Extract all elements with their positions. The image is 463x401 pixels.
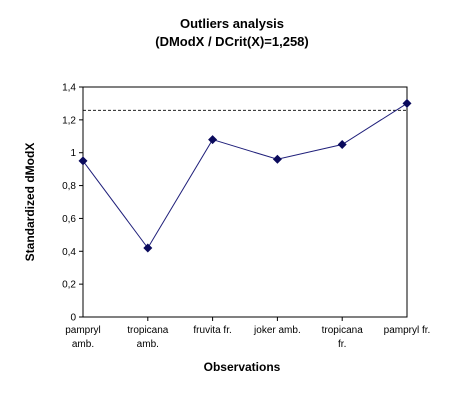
data-point-marker [208, 135, 218, 145]
y-tick-label: 1,4 [62, 83, 76, 94]
data-point-marker [402, 98, 412, 108]
chart-title: Outliers analysis [180, 16, 284, 31]
x-tick-label: fr. [338, 339, 346, 350]
y-tick-label: 0 [70, 313, 76, 324]
y-tick-label: 1 [70, 148, 76, 159]
y-axis-ticks: 0 0,2 0,4 0,6 0,8 1 1,2 1,4 [62, 83, 83, 324]
x-tick-label: amb. [72, 339, 94, 350]
series-line [82, 103, 408, 249]
x-tick-label: fruvita fr. [193, 325, 231, 336]
chart-subtitle: (DModX / DCrit(X)=1,258) [155, 34, 309, 49]
data-point-marker [78, 156, 88, 166]
y-axis-title: Standardized dModX [23, 143, 37, 262]
x-tick-label: tropicana [127, 325, 169, 336]
x-axis-ticks: pampryl amb. tropicana amb. fruvita fr. joker… [65, 317, 430, 350]
y-tick-label: 1,2 [62, 115, 76, 126]
x-tick-label: tropicana [322, 325, 364, 336]
y-tick-label: 0,8 [62, 181, 76, 192]
x-axis-title: Observations [204, 360, 281, 374]
data-point-marker [272, 154, 282, 164]
plot-area [82, 86, 408, 318]
y-tick-label: 0,6 [62, 214, 76, 225]
x-tick-label: joker amb. [253, 325, 301, 336]
data-point-marker [143, 243, 153, 253]
data-point-marker [337, 140, 347, 149]
y-tick-label: 0,4 [62, 247, 76, 258]
x-tick-label: pampryl fr. [384, 325, 431, 336]
y-tick-label: 0,2 [62, 280, 76, 291]
x-tick-label: pampryl [65, 325, 101, 336]
x-tick-label: amb. [137, 339, 159, 350]
series-markers [78, 98, 412, 253]
